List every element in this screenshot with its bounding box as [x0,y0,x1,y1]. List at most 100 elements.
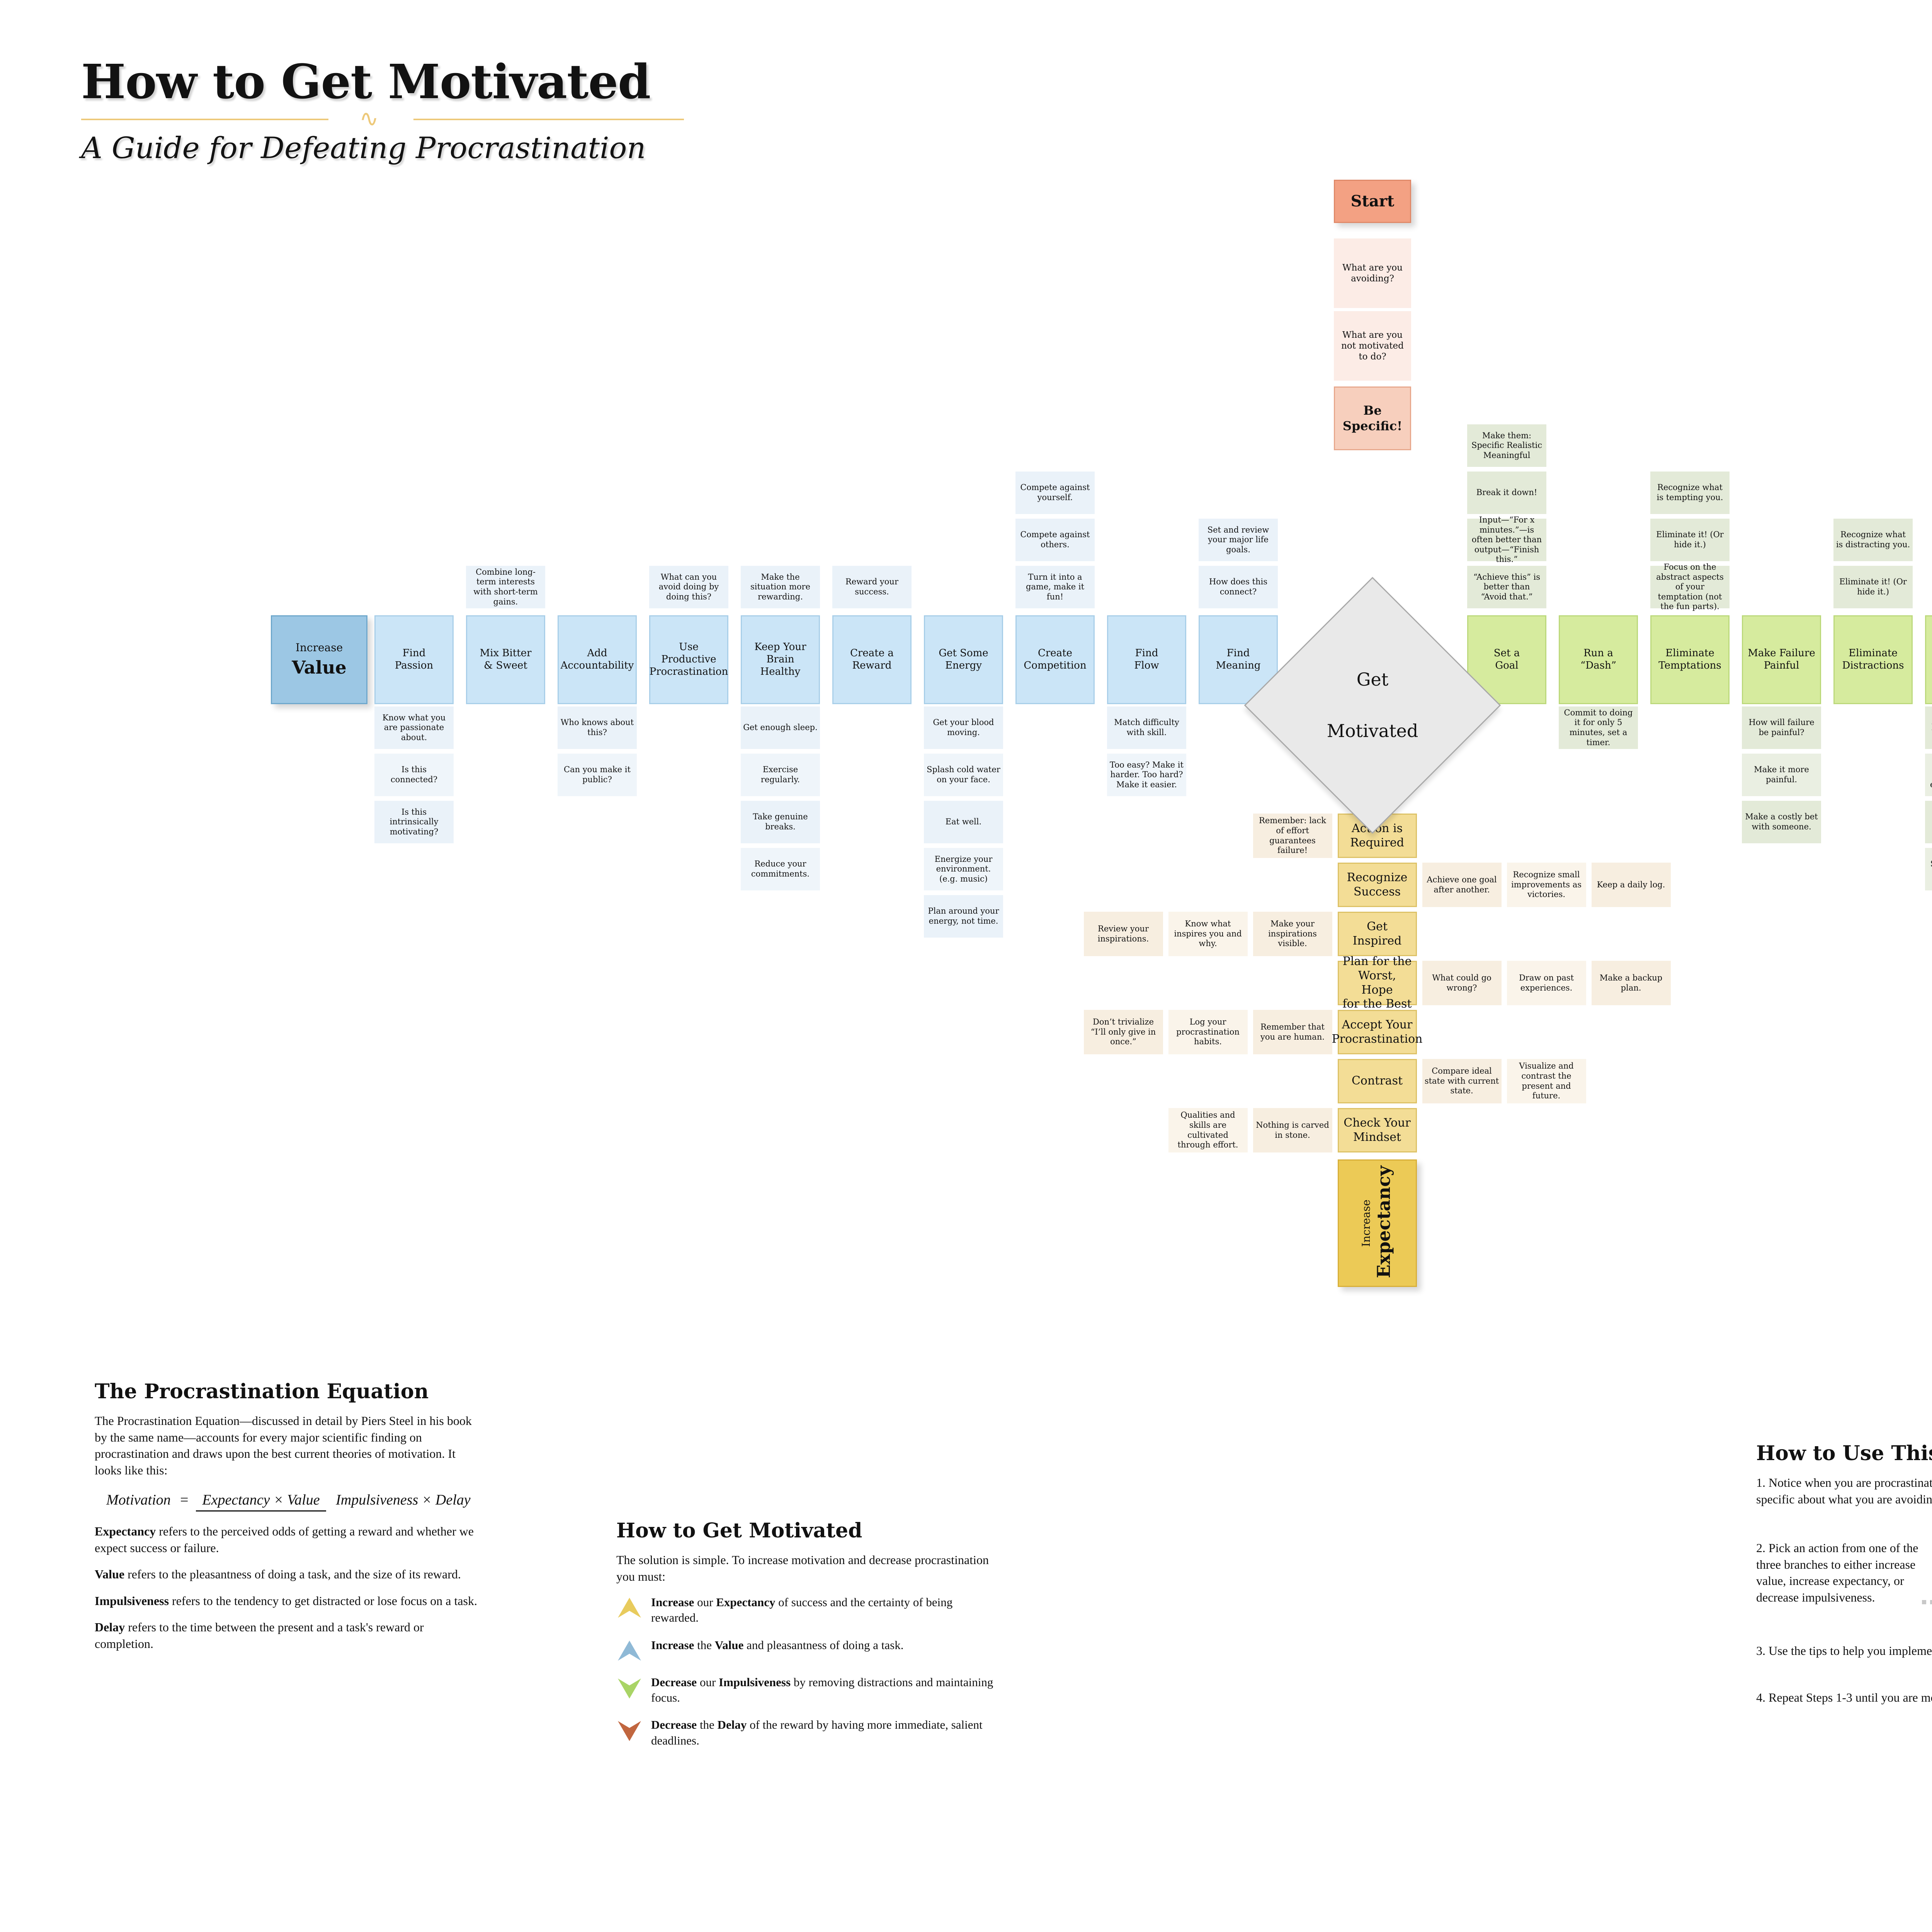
value-tip-keep-your-brain-healthy-below-0-label: Get enough sleep. [743,723,818,732]
value-tip-add-accountability-below-1[interactable]: Can you make it public? [558,754,637,796]
value-tip-mix-bitter-sweet-above-0[interactable]: Combine long-term interests with short-t… [466,566,545,608]
impulsiveness-tip-set-a-goal-above-2-label: Break it down! [1476,488,1537,497]
value-action-use-productive-procrastination[interactable]: Use Productive Procrastination [649,615,728,704]
impulsiveness-tip-eliminate-temptations-above-2[interactable]: Recognize what is tempting you. [1650,472,1730,514]
value-tip-create-competition-above-1[interactable]: Compete against others. [1015,519,1095,561]
impulsiveness-tip-create-routines-habits-below-0[interactable]: Can part of this be turned into a habit? [1925,706,1932,749]
value-action-find-passion-label: Find Passion [395,647,434,671]
impulsiveness-action-eliminate-distractions[interactable]: Eliminate Distractions [1833,615,1913,704]
value-tip-create-a-reward-above-0[interactable]: Reward your success. [832,566,912,608]
value-tip-add-accountability-below-0[interactable]: Who knows about this? [558,706,637,749]
expectancy-action-recognize-success[interactable]: Recognize Success [1337,863,1417,907]
expectancy-action-contrast[interactable]: Contrast [1337,1059,1417,1103]
expectancy-tip-accept-your-procrastination-left-0[interactable]: Remember that you are human. [1253,1010,1332,1054]
expectancy-tip-recognize-success-right-2-label: Keep a daily log. [1597,880,1665,889]
value-tip-find-flow-below-0[interactable]: Match difficulty with skill. [1107,706,1186,749]
impulsiveness-tip-set-a-goal-above-3[interactable]: Make them: Specific Realistic Meaningful [1467,424,1546,467]
impulsiveness-tip-create-routines-habits-below-3[interactable]: Schedule leisure before work. [1925,848,1932,890]
value-tip-create-competition-above-0[interactable]: Turn it into a game, make it fun! [1015,566,1095,608]
value-tip-get-some-energy-below-0[interactable]: Get your blood moving. [924,706,1003,749]
value-action-find-flow[interactable]: Find Flow [1107,615,1186,704]
impulsiveness-tip-set-a-goal-above-2[interactable]: Break it down! [1467,472,1546,514]
expectancy-action-check-your-mindset[interactable]: Check Your Mindset [1337,1108,1417,1152]
motivation-bullet-1: Increase the Value and pleasantness of d… [616,1638,1003,1663]
impulsiveness-tip-make-failure-painful-below-2[interactable]: Make a costly bet with someone. [1742,801,1821,843]
value-action-mix-bitter-sweet[interactable]: Mix Bitter & Sweet [466,615,545,704]
value-tip-get-some-energy-below-4[interactable]: Plan around your energy, not time. [924,895,1003,938]
value-tip-keep-your-brain-healthy-below-3[interactable]: Reduce your commitments. [741,848,820,890]
expectancy-action-get-inspired[interactable]: Get Inspired [1337,912,1417,956]
impulsiveness-action-set-a-goal[interactable]: Set a Goal [1467,615,1546,704]
expectancy-tip-recognize-success-right-0[interactable]: Achieve one goal after another. [1422,863,1502,907]
value-tip-find-passion-below-2[interactable]: Is this intrinsically motivating? [374,801,454,843]
impulsiveness-tip-eliminate-distractions-above-0[interactable]: Eliminate it! (Or hide it.) [1833,566,1913,608]
impulsiveness-tip-create-routines-habits-below-2[interactable]: Separate work and play. [1925,801,1932,843]
expectancy-tip-plan-for-the-worst-hope-for-the-best-right-1[interactable]: Draw on past experiences. [1507,961,1586,1005]
value-tip-get-some-energy-below-2[interactable]: Eat well. [924,801,1003,843]
how-to-get-motivated-section: How to Get Motivated The solution is sim… [616,1519,1003,1760]
increase-value-header[interactable]: Increase Value [271,615,367,704]
expectancy-tip-check-your-mindset-left-1[interactable]: Qualities and skills are cultivated thro… [1168,1108,1248,1152]
value-tip-find-flow-below-1[interactable]: Too easy? Make it harder. Too hard? Make… [1107,754,1186,796]
impulsiveness-tip-eliminate-temptations-above-0[interactable]: Focus on the abstract aspects of your te… [1650,562,1730,611]
value-action-find-flow-label: Find Flow [1134,647,1159,671]
expectancy-tip-check-your-mindset-left-0[interactable]: Nothing is carved in stone. [1253,1108,1332,1152]
expectancy-action-accept-your-procrastination[interactable]: Accept Your Procrastination [1332,1010,1422,1054]
expectancy-tip-plan-for-the-worst-hope-for-the-best-right-2[interactable]: Make a backup plan. [1591,961,1671,1005]
value-action-create-a-reward[interactable]: Create a Reward [832,615,912,704]
expectancy-tip-action-is-required-left-0[interactable]: Remember: lack of effort guarantees fail… [1253,814,1332,858]
expectancy-tip-plan-for-the-worst-hope-for-the-best-right-0[interactable]: What could go wrong? [1422,961,1502,1005]
value-action-get-some-energy[interactable]: Get Some Energy [924,615,1003,704]
impulsiveness-tip-set-a-goal-above-0[interactable]: “Achieve this” is better than “Avoid tha… [1467,566,1546,608]
expectancy-tip-recognize-success-right-2[interactable]: Keep a daily log. [1591,863,1671,907]
impulsiveness-action-eliminate-temptations[interactable]: Eliminate Temptations [1650,615,1730,704]
value-tip-get-some-energy-below-1[interactable]: Splash cold water on your face. [924,754,1003,796]
expectancy-tip-accept-your-procrastination-left-2[interactable]: Don’t trivialize “I’ll only give in once… [1083,1010,1163,1054]
value-action-create-competition[interactable]: Create Competition [1015,615,1095,704]
value-action-add-accountability[interactable]: Add Accountability [558,615,637,704]
impulsiveness-tip-create-routines-habits-below-1[interactable]: Can part of this be added to an existing… [1925,754,1932,796]
value-tip-keep-your-brain-healthy-above-0[interactable]: Make the situation more rewarding. [741,566,820,608]
impulsiveness-tip-make-failure-painful-below-1[interactable]: Make it more painful. [1742,754,1821,796]
value-tip-create-competition-above-2[interactable]: Compete against yourself. [1015,472,1095,514]
motivation-bullet-text-3: Decrease the Delay of the reward by havi… [651,1718,983,1747]
expectancy-action-plan-for-the-worst-hope-for-the-best[interactable]: Plan for the Worst, Hope for the Best [1337,955,1417,1011]
start-question-avoiding[interactable]: What are you avoiding? [1334,238,1411,308]
impulsiveness-tip-set-a-goal-above-1[interactable]: Input—“For x minutes.”—is often better t… [1467,515,1546,564]
start-node[interactable]: Start [1334,180,1411,223]
value-tip-find-meaning-above-1[interactable]: Set and review your major life goals. [1199,519,1278,561]
expectancy-tip-accept-your-procrastination-left-1[interactable]: Log your procrastination habits. [1168,1010,1248,1054]
expectancy-tip-recognize-success-right-1[interactable]: Recognize small improvements as victorie… [1507,863,1586,907]
expectancy-tip-get-inspired-left-0[interactable]: Make your inspirations visible. [1253,912,1332,956]
how-to-get-motivated-heading: How to Get Motivated [616,1519,862,1542]
impulsiveness-tip-eliminate-temptations-above-1[interactable]: Eliminate it! (Or hide it.) [1650,519,1730,561]
value-tip-find-passion-below-0[interactable]: Know what you are passionate about. [374,706,454,749]
impulsiveness-tip-eliminate-distractions-above-1[interactable]: Recognize what is distracting you. [1833,519,1913,561]
value-action-keep-your-brain-healthy[interactable]: Keep Your Brain Healthy [741,615,820,704]
value-tip-use-productive-procrastination-above-0[interactable]: What can you avoid doing by doing this? [649,566,728,608]
value-tip-find-meaning-above-0[interactable]: How does this connect? [1199,566,1278,608]
expectancy-action-contrast-label: Contrast [1351,1074,1403,1088]
impulsiveness-tip-make-failure-painful-below-0[interactable]: How will failure be painful? [1742,706,1821,749]
value-tip-find-passion-below-1[interactable]: Is this connected? [374,754,454,796]
value-tip-keep-your-brain-healthy-below-0[interactable]: Get enough sleep. [741,706,820,749]
value-tip-keep-your-brain-healthy-below-1[interactable]: Exercise regularly. [741,754,820,796]
expectancy-tip-contrast-right-0[interactable]: Compare ideal state with current state. [1422,1059,1502,1103]
impulsiveness-action-make-failure-painful[interactable]: Make Failure Painful [1742,615,1821,704]
impulsiveness-action-run-a-dash[interactable]: Run a “Dash” [1559,615,1638,704]
flourish-ornament-icon: ∿ [359,105,379,132]
expectancy-tip-contrast-right-1[interactable]: Visualize and contrast the present and f… [1507,1059,1586,1103]
be-specific-node[interactable]: Be Specific! [1334,386,1411,450]
value-tip-get-some-energy-below-3[interactable]: Energize your environment. (e.g. music) [924,848,1003,890]
value-action-find-passion[interactable]: Find Passion [374,615,454,704]
increase-expectancy-header[interactable]: Increase Expectancy [1337,1159,1417,1287]
definition-term-expectancy: Expectancy [95,1524,156,1539]
impulsiveness-action-create-routines-habits[interactable]: CreateRoutines &Habits [1925,615,1932,704]
impulsiveness-tip-run-a-dash-below-0[interactable]: Commit to doing it for only 5 minutes, s… [1559,706,1638,749]
impulsiveness-tip-eliminate-distractions-above-1-label: Recognize what is distracting you. [1836,530,1910,549]
expectancy-tip-get-inspired-left-1[interactable]: Know what inspires you and why. [1168,912,1248,956]
value-tip-keep-your-brain-healthy-below-2[interactable]: Take genuine breaks. [741,801,820,843]
start-question-not-motivated[interactable]: What are you not motivated to do? [1334,311,1411,381]
page-title: How to Get Motivated [81,54,651,109]
expectancy-tip-get-inspired-left-2[interactable]: Review your inspirations. [1083,912,1163,956]
